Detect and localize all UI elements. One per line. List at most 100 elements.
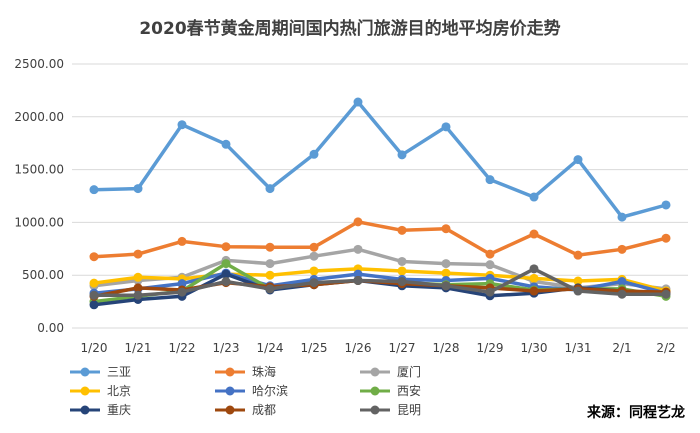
y-tick-label: 2500.00: [14, 57, 64, 71]
series-line: [93, 267, 667, 293]
data-point: [89, 278, 99, 288]
data-point: [441, 259, 451, 269]
x-tick-label: 1/24: [257, 341, 284, 355]
legend-item: 北京: [70, 384, 131, 398]
data-point: [133, 283, 143, 293]
series-lines: [89, 97, 671, 310]
data-point: [221, 242, 231, 252]
data-point: [397, 256, 407, 266]
data-point: [265, 284, 275, 294]
legend-label: 三亚: [107, 365, 131, 379]
legend-item: 成都: [215, 403, 276, 417]
data-point: [133, 290, 143, 300]
data-point: [441, 281, 451, 291]
y-axis-tick-labels: 0.00 500.00 1000.00 1500.00 2000.00 2500.00: [14, 57, 64, 335]
data-point: [529, 264, 539, 274]
legend-label: 昆明: [397, 403, 421, 417]
data-point: [617, 277, 627, 287]
legend-label: 成都: [252, 403, 276, 417]
data-point: [265, 270, 275, 280]
series-line: [93, 220, 667, 259]
data-point: [309, 242, 319, 252]
x-tick-label: 1/21: [125, 341, 152, 355]
series-1: [89, 217, 671, 262]
series-8: [89, 264, 671, 300]
data-point: [617, 212, 627, 222]
legend-item: 哈尔滨: [215, 383, 288, 398]
data-point: [265, 184, 275, 194]
legend-label: 北京: [107, 384, 131, 398]
chart-title: 2020春节黄金周期间国内热门旅游目的地平均房价走势: [139, 18, 560, 39]
data-point: [89, 300, 99, 310]
data-point: [485, 287, 495, 297]
data-point: [529, 192, 539, 202]
legend-item: 三亚: [70, 365, 131, 379]
data-point: [89, 185, 99, 195]
source-note: 来源：同程艺龙: [586, 404, 685, 421]
x-tick-label: 2/1: [612, 341, 631, 355]
data-point: [353, 244, 363, 254]
data-point: [485, 260, 495, 270]
x-tick-label: 1/31: [565, 341, 592, 355]
x-tick-label: 1/20: [81, 341, 108, 355]
data-point: [353, 217, 363, 227]
legend-item: 珠海: [215, 364, 276, 379]
data-point: [309, 266, 319, 276]
data-point: [221, 269, 231, 279]
legend-swatch-marker: [370, 405, 380, 415]
data-point: [309, 149, 319, 159]
data-point: [617, 244, 627, 254]
series-line: [93, 100, 667, 219]
data-point: [133, 272, 143, 282]
legend-swatch-marker: [370, 367, 380, 377]
y-tick-label: 2000.00: [14, 110, 64, 124]
data-point: [441, 268, 451, 278]
legend-label: 西安: [397, 383, 421, 398]
data-point: [177, 236, 187, 246]
series-line: [94, 267, 666, 298]
y-tick-label: 1000.00: [14, 215, 64, 229]
x-tick-label: 1/29: [477, 341, 504, 355]
data-point: [485, 175, 495, 185]
x-tick-label: 1/30: [521, 341, 548, 355]
legend-item: 昆明: [360, 403, 421, 417]
x-axis-tick-labels: 1/20 1/21 1/22 1/23 1/24 1/25 1/26 1/27 1/28 1/29…: [81, 341, 676, 355]
data-point: [265, 242, 275, 252]
legend-swatch-marker: [225, 367, 235, 377]
x-tick-label: 1/22: [169, 341, 196, 355]
data-point: [573, 276, 583, 286]
x-tick-label: 2/2: [656, 341, 675, 355]
series-0: [89, 97, 671, 222]
data-point: [397, 277, 407, 287]
legend-label: 哈尔滨: [252, 383, 288, 398]
data-point: [573, 155, 583, 165]
legend-swatch-marker: [225, 386, 235, 396]
y-tick-label: 0.00: [37, 321, 64, 335]
data-point: [441, 122, 451, 132]
data-point: [485, 249, 495, 259]
data-point: [89, 290, 99, 300]
data-point: [133, 249, 143, 259]
data-point: [661, 289, 671, 299]
data-point: [661, 200, 671, 210]
legend-label: 厦门: [397, 364, 421, 379]
data-point: [397, 225, 407, 235]
data-point: [309, 251, 319, 261]
data-point: [177, 120, 187, 130]
data-point: [221, 139, 231, 149]
legend-swatch-marker: [370, 386, 380, 396]
data-point: [573, 286, 583, 296]
data-point: [441, 224, 451, 234]
data-point: [309, 278, 319, 288]
x-tick-label: 1/27: [389, 341, 416, 355]
legend-swatch-marker: [80, 386, 90, 396]
data-point: [529, 286, 539, 296]
legend-label: 重庆: [107, 403, 131, 417]
gridlines: [72, 63, 688, 329]
legend-item: 厦门: [360, 364, 421, 379]
data-point: [265, 259, 275, 269]
data-point: [397, 266, 407, 276]
data-point: [221, 277, 231, 287]
